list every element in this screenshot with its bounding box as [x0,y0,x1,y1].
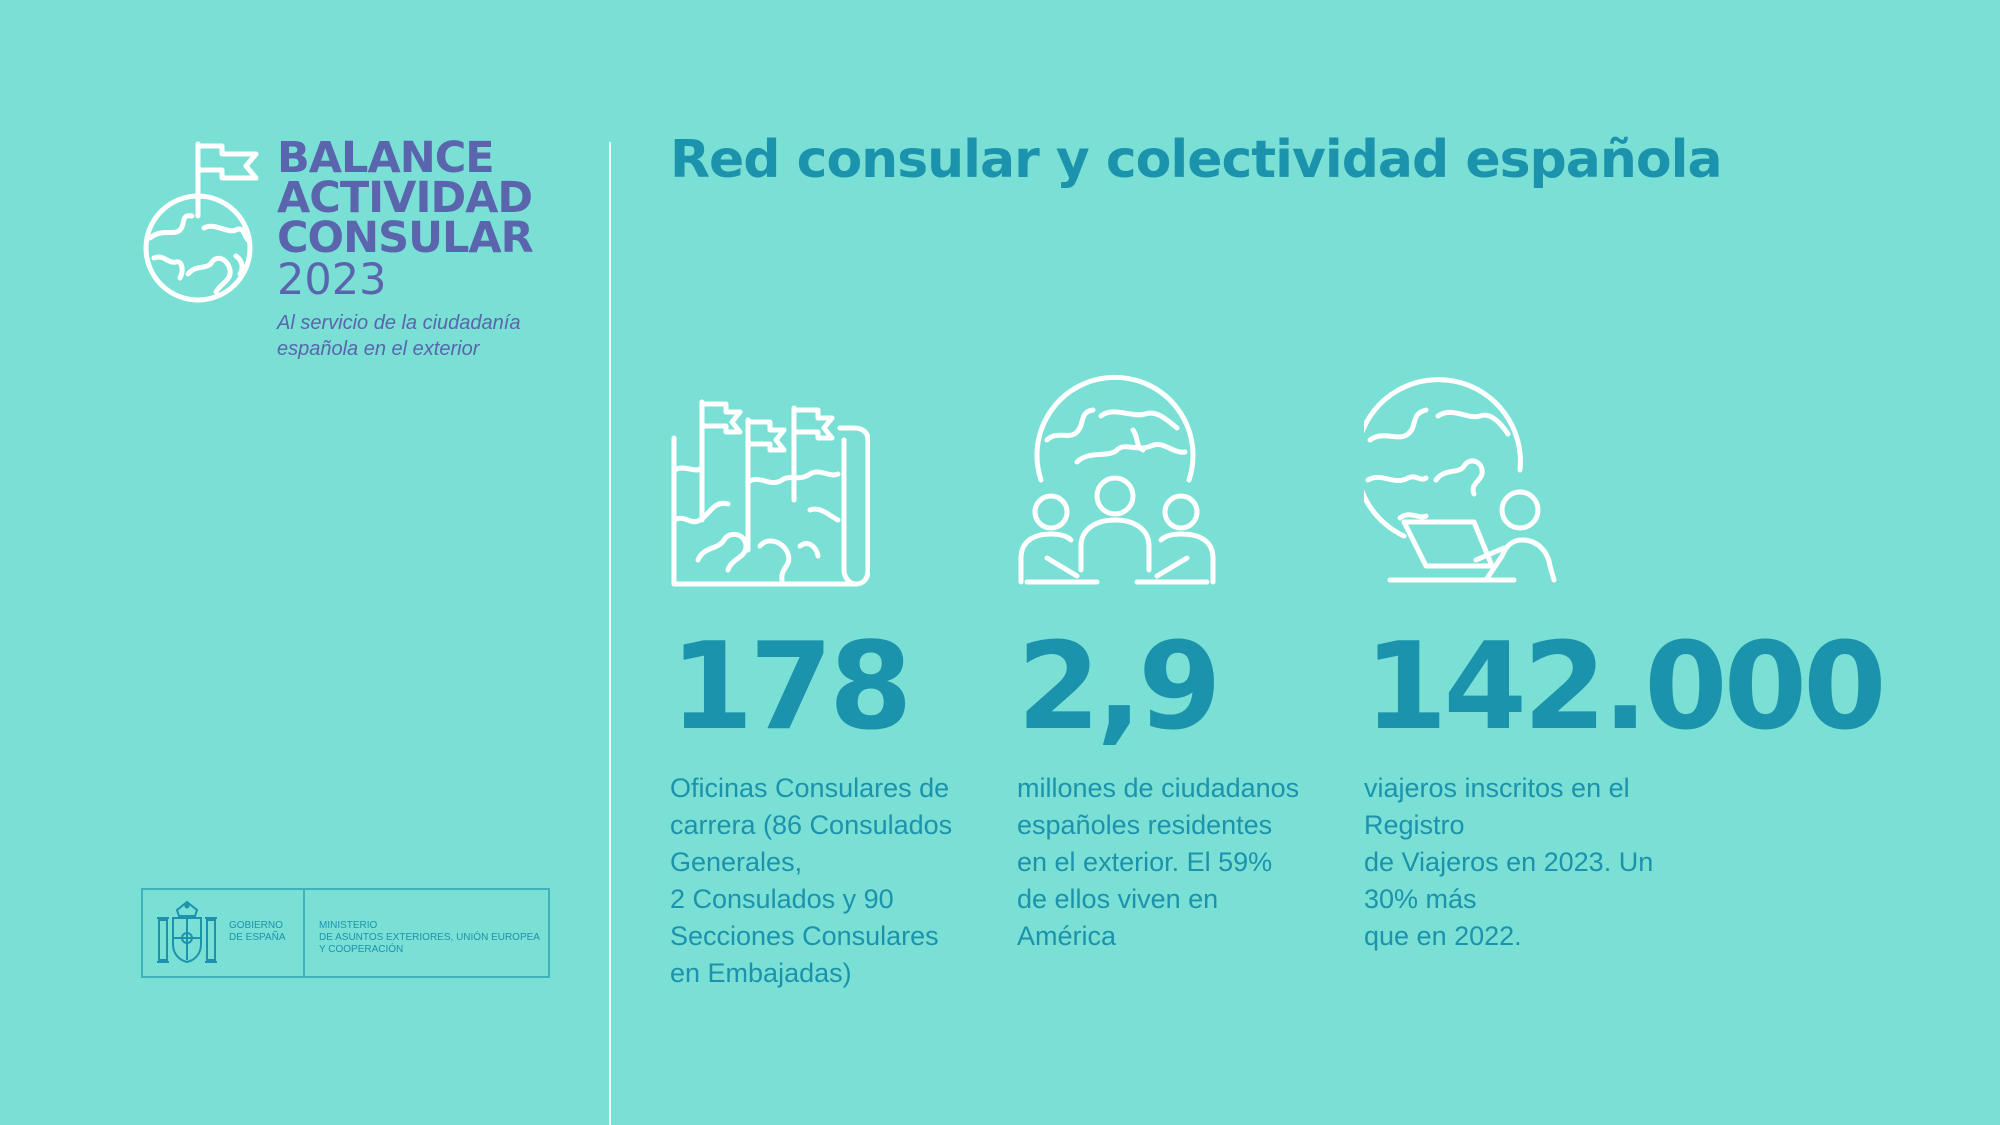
map-flags-icon [671,399,870,587]
stat-description: Oficinas Consulares de carrera (86 Consu… [670,773,953,988]
globe-people-icon [1018,374,1216,585]
stat-description: viajeros inscritos en el Registro de Via… [1364,773,1654,951]
vertical-divider [609,142,611,1125]
brand-title-line2: ACTIVIDAD [277,173,533,223]
globe-laptop-icon [1364,377,1557,583]
brand-subtitle: Al servicio de la ciudadanía española en… [277,312,521,360]
coat-of-arms-icon [157,900,217,964]
ministry-name: MINISTERIO DE ASUNTOS EXTERIORES, UNIÓN … [319,920,540,955]
brand-year: 2023 [277,255,387,305]
government-logo: GOBIERNO DE ESPAÑA MINISTERIO DE ASUNTOS… [141,888,550,978]
globe-flag-icon [143,141,259,303]
brand-block: BALANCE ACTIVIDAD CONSULAR 2023 Al servi… [140,133,580,368]
brand-title-line3: CONSULAR [277,213,534,263]
stat-value: 2,9 [1017,618,1222,757]
stat-value: 178 [670,618,912,757]
brand-title-line1: BALANCE [277,133,495,183]
stat-value: 142.000 [1364,618,1887,757]
gov-separator [303,890,305,976]
page-title: Red consular y colectividad española [670,130,1723,190]
gov-name: GOBIERNO DE ESPAÑA [229,920,286,943]
stat-description: millones de ciudadanos españoles residen… [1017,773,1300,951]
